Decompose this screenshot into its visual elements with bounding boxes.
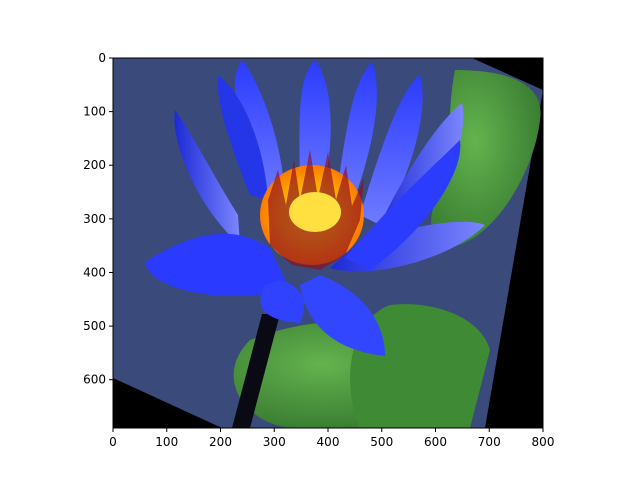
petal xyxy=(174,110,240,245)
y-tick-label: 100 xyxy=(83,105,106,119)
lotus-flower xyxy=(145,60,485,356)
x-tick-label: 0 xyxy=(109,435,117,449)
petal xyxy=(260,280,304,323)
x-tick-label: 800 xyxy=(532,435,555,449)
y-tick-label: 400 xyxy=(83,265,106,279)
photo xyxy=(113,58,543,428)
y-axis: 0 100 200 300 400 500 600 xyxy=(83,51,113,387)
x-tick-label: 600 xyxy=(424,435,447,449)
petal xyxy=(234,60,285,205)
petal xyxy=(217,75,268,200)
x-tick-label: 300 xyxy=(263,435,286,449)
lily-pad-bottom-right xyxy=(350,304,490,428)
x-axis: 0 100 200 300 400 500 600 700 800 xyxy=(109,428,554,449)
y-tick-label: 500 xyxy=(83,319,106,333)
x-tick-label: 200 xyxy=(209,435,232,449)
y-tick-label: 0 xyxy=(98,51,106,65)
petal xyxy=(360,75,423,225)
petal xyxy=(145,233,290,296)
x-tick-label: 500 xyxy=(370,435,393,449)
petal xyxy=(300,275,385,356)
center-highlight xyxy=(289,192,341,232)
x-tick-label: 700 xyxy=(478,435,501,449)
y-tick-label: 600 xyxy=(83,373,106,387)
x-tick-label: 100 xyxy=(155,435,178,449)
y-tick-label: 300 xyxy=(83,212,106,226)
stem xyxy=(232,314,280,428)
petal xyxy=(345,140,461,270)
y-tick-label: 200 xyxy=(83,158,106,172)
x-tick-label: 400 xyxy=(317,435,340,449)
